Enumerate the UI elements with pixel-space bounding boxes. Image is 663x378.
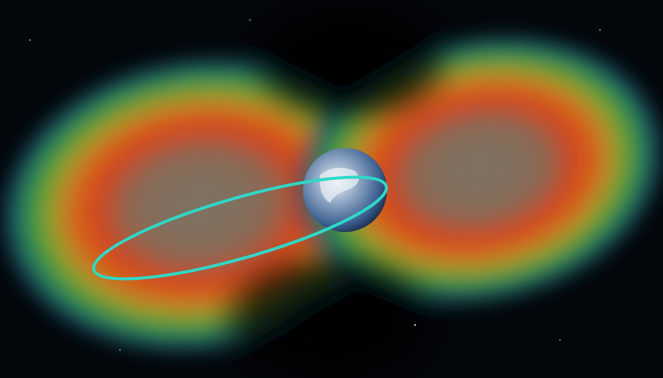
- page: [0, 0, 663, 378]
- van-allen-belts-image: [0, 0, 663, 378]
